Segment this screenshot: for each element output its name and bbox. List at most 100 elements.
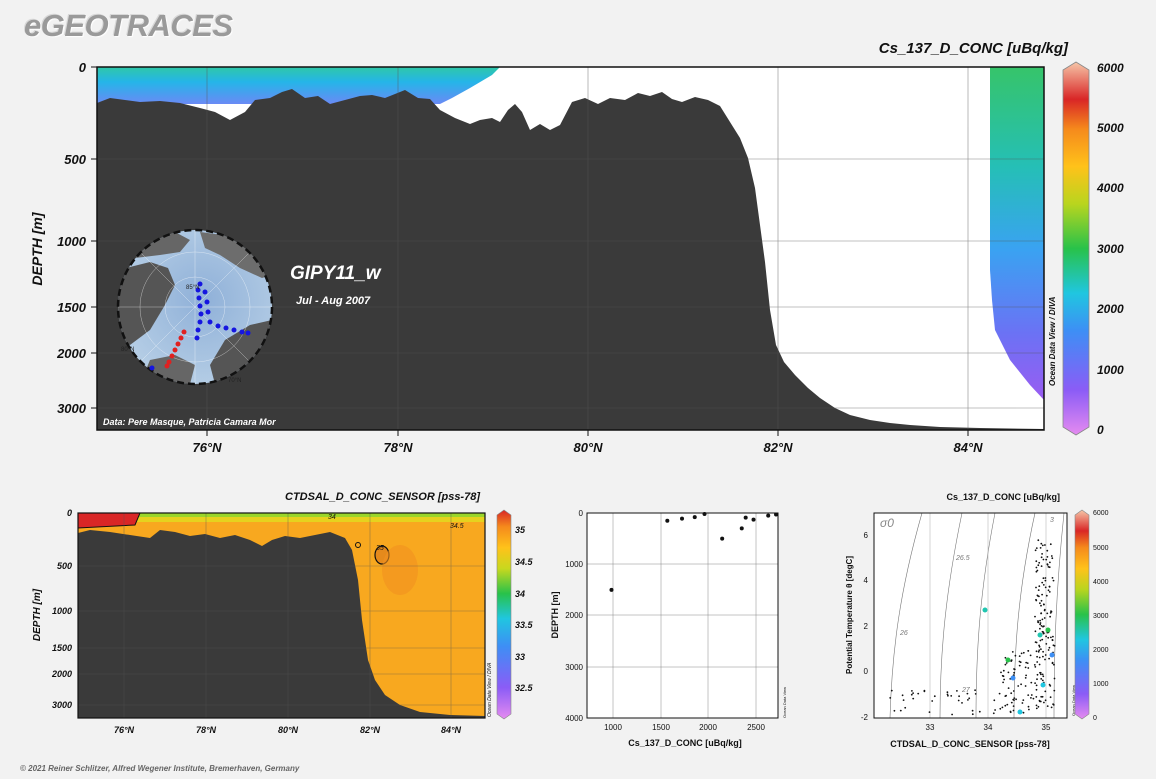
- data-point: [1047, 589, 1050, 592]
- y-tick-label: 0: [79, 60, 87, 75]
- y-tick-label: 4000: [565, 714, 583, 723]
- x-tick-label: 1000: [604, 723, 622, 732]
- data-point: [999, 707, 1002, 710]
- odv-label: Ocean Data View: [782, 687, 787, 718]
- data-point: [739, 526, 744, 531]
- data-point: [1051, 557, 1054, 560]
- data-point: [1036, 673, 1039, 676]
- y-tick-label: 2000: [56, 346, 87, 361]
- data-point: [912, 692, 914, 694]
- data-point: [1013, 671, 1015, 674]
- data-point: [1038, 663, 1041, 666]
- data-point: [1044, 699, 1047, 702]
- data-point: [1020, 652, 1023, 655]
- data-point: [1040, 682, 1046, 688]
- colorbar-tick: 3000: [1093, 613, 1109, 620]
- x-tick-label: 82°N: [763, 440, 793, 455]
- y-tick-label: 0: [864, 667, 869, 676]
- y-axis-label: Potential Temperature θ [degC]: [845, 556, 854, 674]
- colorbar-tick: 34: [515, 589, 525, 599]
- odv-label: Ocean Data View / DIVA: [487, 662, 493, 717]
- data-point: [1042, 558, 1045, 561]
- data-point: [1046, 556, 1049, 558]
- data-point: [1053, 689, 1056, 692]
- data-point: [1038, 649, 1041, 652]
- data-point: [1042, 625, 1044, 628]
- data-point: [1027, 694, 1030, 696]
- contour-label: 34: [328, 514, 336, 521]
- data-point: [968, 697, 971, 700]
- data-point: [1004, 656, 1007, 659]
- data-point: [971, 709, 974, 712]
- data-point: [1032, 697, 1035, 700]
- data-point: [1053, 677, 1056, 680]
- data-point: [1046, 612, 1049, 615]
- data-point: [1048, 646, 1051, 649]
- data-point: [1005, 657, 1011, 663]
- x-axis-label: Cs_137_D_CONC [uBq/kg]: [628, 738, 742, 748]
- data-point: [1041, 673, 1044, 676]
- data-point: [982, 607, 988, 613]
- data-point: [1014, 654, 1017, 657]
- data-point: [1029, 654, 1032, 657]
- data-point: [933, 695, 936, 698]
- data-point: [947, 694, 949, 697]
- data-point: [958, 695, 960, 698]
- data-point: [1040, 565, 1043, 567]
- colorbar-tick: 1000: [1093, 681, 1109, 688]
- data-point: [1025, 661, 1028, 664]
- data-point: [1036, 655, 1038, 658]
- data-point: [1044, 577, 1047, 579]
- data-point: [1049, 561, 1051, 564]
- data-point: [1010, 675, 1016, 681]
- colorbar-tick: 2000: [1093, 647, 1109, 654]
- data-point: [1049, 696, 1052, 699]
- data-point: [946, 693, 949, 696]
- profile-chart: 0 1000 2000 3000 4000 1000 1500 2000 250…: [550, 509, 787, 748]
- data-point: [1035, 704, 1038, 707]
- inset-map: 85°N 80°N 70°N: [116, 228, 274, 386]
- data-point: [1052, 635, 1054, 638]
- data-point: [1010, 659, 1013, 661]
- colorbar-tick: 5000: [1093, 545, 1109, 552]
- data-point: [1046, 549, 1049, 552]
- data-point: [1039, 619, 1041, 622]
- data-point: [720, 536, 725, 541]
- data-point: [1002, 681, 1004, 684]
- x-tick-label: 34: [984, 723, 993, 732]
- data-point: [1051, 639, 1054, 641]
- data-point: [1034, 630, 1037, 633]
- x-tick-label: 1500: [652, 723, 670, 732]
- data-point: [1044, 654, 1047, 656]
- data-point: [931, 700, 934, 702]
- y-tick-label: 1000: [565, 560, 583, 569]
- data-point: [901, 694, 904, 697]
- data-point: [1035, 566, 1038, 569]
- data-point: [889, 697, 892, 699]
- data-point: [1013, 668, 1015, 670]
- y-tick-label: 1500: [52, 643, 72, 653]
- colorbar-tick: 6000: [1097, 61, 1124, 75]
- data-point: [1006, 703, 1009, 706]
- y-tick-label: 500: [64, 152, 86, 167]
- colorbar-tick: 2000: [1096, 302, 1124, 316]
- data-point: [1048, 566, 1051, 569]
- data-point: [1037, 539, 1040, 542]
- data-point: [766, 513, 771, 518]
- data-point: [902, 699, 905, 701]
- colorbar-tick: 3000: [1097, 242, 1124, 256]
- y-axis-label: DEPTH [m]: [32, 588, 43, 641]
- data-point: [1044, 658, 1046, 661]
- data-point: [978, 710, 981, 713]
- data-point: [1022, 699, 1025, 701]
- isopycnal-label: 26.5: [955, 555, 970, 562]
- data-point: [1034, 666, 1037, 668]
- data-point: [1042, 675, 1045, 678]
- data-point: [1039, 639, 1042, 642]
- y-tick-label: 3000: [52, 700, 72, 710]
- data-point: [1034, 682, 1036, 684]
- data-point: [1051, 662, 1054, 665]
- data-point: [974, 693, 977, 695]
- x-tick-label: 76°N: [192, 440, 222, 455]
- data-point: [1035, 547, 1038, 549]
